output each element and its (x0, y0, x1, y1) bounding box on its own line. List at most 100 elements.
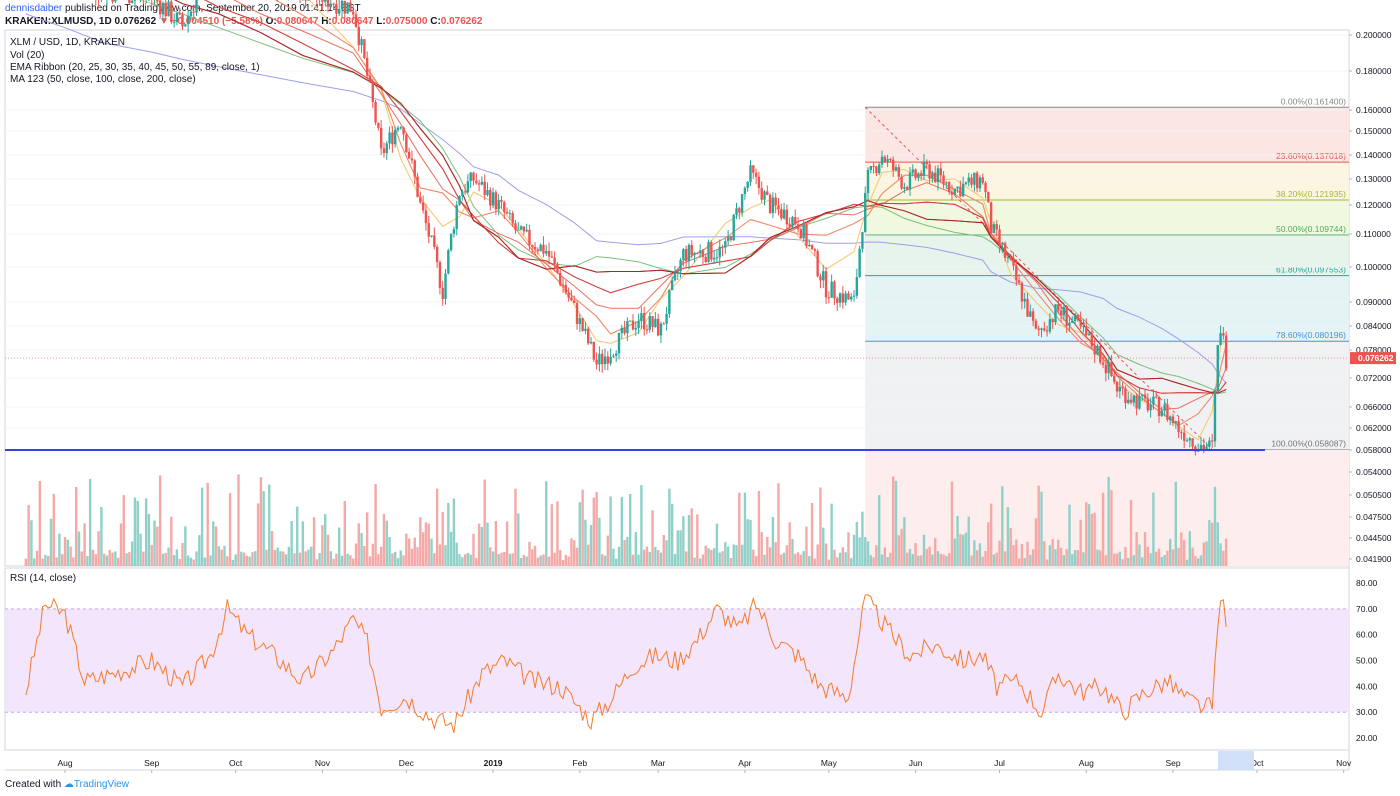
volume-bar (1020, 544, 1024, 566)
volume-bar (662, 534, 665, 566)
volume-bar (265, 549, 268, 566)
candle-body (438, 262, 442, 288)
volume-bar (780, 554, 783, 566)
volume-bar (1219, 543, 1222, 566)
volume-bar (525, 556, 528, 566)
footer: Created with ☁TradingView (5, 779, 129, 790)
legend-ma[interactable]: MA 123 (50, close, 100, close, 200, clos… (10, 74, 196, 85)
time-axis-label: Aug (57, 758, 72, 768)
candle-body (732, 214, 735, 241)
volume-bar (1138, 544, 1141, 566)
symbol-name: KRAKEN:XLMUSD, 1D (5, 16, 112, 27)
volume-bar (351, 558, 355, 566)
volume-bar (97, 531, 100, 566)
price-axis-label: 0.078000 (1356, 345, 1392, 355)
candle-body (114, 0, 117, 2)
volume-bar (284, 554, 288, 566)
volume-bar (676, 530, 679, 566)
candle-body (458, 196, 461, 205)
candle-body (911, 169, 914, 173)
volume-bar (894, 480, 898, 566)
candle-body (477, 183, 481, 185)
fib-volume-zone (865, 449, 1349, 566)
candle-body (973, 172, 976, 185)
volume-bar (497, 554, 500, 566)
candle-body (1068, 322, 1071, 326)
volume-bar (158, 475, 162, 566)
volume-bar (156, 526, 159, 566)
volume-bar (587, 544, 590, 566)
candle-body (1210, 440, 1214, 442)
candle-body (612, 355, 615, 357)
candle-body (556, 263, 559, 273)
volume-bar (743, 492, 747, 566)
volume-bar (645, 546, 649, 566)
time-axis-label: May (821, 758, 838, 768)
footer-brand[interactable]: TradingView (73, 779, 129, 790)
candle-body (875, 166, 878, 174)
volume-bar (500, 552, 503, 566)
volume-bar (1216, 522, 1219, 566)
candle-body (1087, 333, 1091, 336)
candle-body (195, 0, 198, 13)
volume-bar (365, 512, 369, 566)
price-axis-label: 0.062000 (1356, 423, 1392, 433)
candle-body (385, 143, 388, 154)
last-price: 0.076262 (114, 16, 157, 27)
candle-body (360, 39, 363, 46)
volume-bar (623, 540, 626, 566)
candle-body (111, 0, 114, 2)
volume-bar (928, 546, 931, 566)
candle-body (984, 182, 987, 193)
rsi-axis-label: 80.00 (1356, 578, 1378, 588)
candle-body (1037, 328, 1040, 330)
legend-ema-ribbon[interactable]: EMA Ribbon (20, 25, 30, 35, 40, 45, 50, … (10, 62, 260, 73)
candle-body (810, 244, 814, 250)
volume-bar (665, 540, 668, 566)
volume-bar (301, 521, 305, 566)
volume-bar (427, 523, 430, 566)
volume-bar (144, 498, 148, 566)
candle-body (623, 327, 626, 334)
candle-body (628, 320, 632, 322)
candle-body (1177, 421, 1180, 433)
author-link[interactable]: dennisdaiber (5, 3, 63, 14)
volume-bar (1213, 486, 1217, 566)
volume-bar (547, 556, 551, 566)
volume-bar (1113, 553, 1116, 566)
candle-body (833, 281, 836, 299)
volume-bar (721, 551, 724, 566)
legend-rsi[interactable]: RSI (14, close) (10, 573, 77, 584)
candle-body (1143, 394, 1147, 399)
candle-body (981, 177, 984, 183)
volume-bar (315, 559, 319, 566)
candle-body (1174, 421, 1177, 424)
candle-body (128, 0, 131, 4)
candle-body (791, 217, 794, 227)
candle-body (919, 173, 923, 176)
candle-body (1182, 432, 1186, 441)
volume-bar (712, 548, 716, 566)
candle-body (1054, 304, 1057, 323)
volume-bar (181, 542, 184, 566)
volume-bar (1132, 555, 1136, 566)
volume-bar (209, 555, 212, 566)
candle-body (956, 186, 959, 189)
candle-body (662, 323, 665, 325)
symbol-info: KRAKEN:XLMUSD, 1D 0.076262 ▼ −0.004510 (… (5, 16, 483, 27)
volume-bar (855, 522, 859, 566)
price-axis-label: 0.058000 (1356, 445, 1392, 455)
volume-bar (142, 551, 145, 566)
volume-bar (30, 520, 33, 566)
candle-body (754, 172, 758, 177)
candle-body (892, 159, 895, 171)
volume-bar (925, 548, 928, 566)
candle-body (819, 276, 822, 281)
volume-bar (615, 558, 618, 566)
candle-body (483, 181, 486, 195)
volume-bar (1015, 539, 1018, 566)
legend-volume[interactable]: Vol (20) (10, 50, 45, 61)
volume-bar (519, 558, 523, 566)
legend-title[interactable]: XLM / USD, 1D, KRAKEN (10, 37, 126, 48)
